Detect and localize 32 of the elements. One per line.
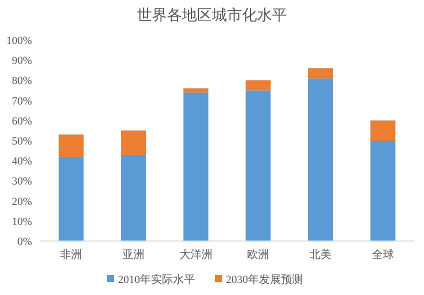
y-tick-label: 70% <box>12 95 32 108</box>
bar <box>183 88 208 92</box>
y-tick-label: 10% <box>12 216 32 228</box>
y-tick-label: 40% <box>12 156 32 168</box>
bar <box>370 140 396 241</box>
legend-label: 2030年发展预测 <box>226 274 303 286</box>
y-tick-label: 0% <box>17 236 32 248</box>
x-tick-label: 非洲 <box>60 248 82 261</box>
x-tick-label: 全球 <box>372 248 394 261</box>
bar <box>308 78 333 241</box>
bar <box>246 90 271 241</box>
chart-title: 世界各地区城市化水平 <box>137 7 287 24</box>
bar <box>121 130 146 155</box>
bar <box>58 134 84 157</box>
bar <box>246 80 271 90</box>
bar <box>58 156 84 241</box>
y-tick-label: 30% <box>12 176 32 188</box>
y-tick-label: 20% <box>12 196 32 208</box>
x-tick-label: 欧洲 <box>247 248 270 261</box>
y-tick-label: 100% <box>6 35 32 47</box>
y-tick-label: 50% <box>12 136 32 148</box>
bar <box>121 154 146 241</box>
x-tick-label: 大洋洲 <box>179 248 212 261</box>
bar <box>308 68 333 78</box>
bar <box>370 120 396 140</box>
x-tick-label: 北美 <box>310 248 332 261</box>
bar <box>183 92 208 241</box>
y-tick-label: 60% <box>12 115 32 128</box>
x-tick-label: 亚洲 <box>122 248 144 261</box>
y-tick-label: 80% <box>12 75 32 88</box>
y-tick-label: 90% <box>12 55 32 68</box>
legend-label: 2010年实际水平 <box>118 273 195 286</box>
